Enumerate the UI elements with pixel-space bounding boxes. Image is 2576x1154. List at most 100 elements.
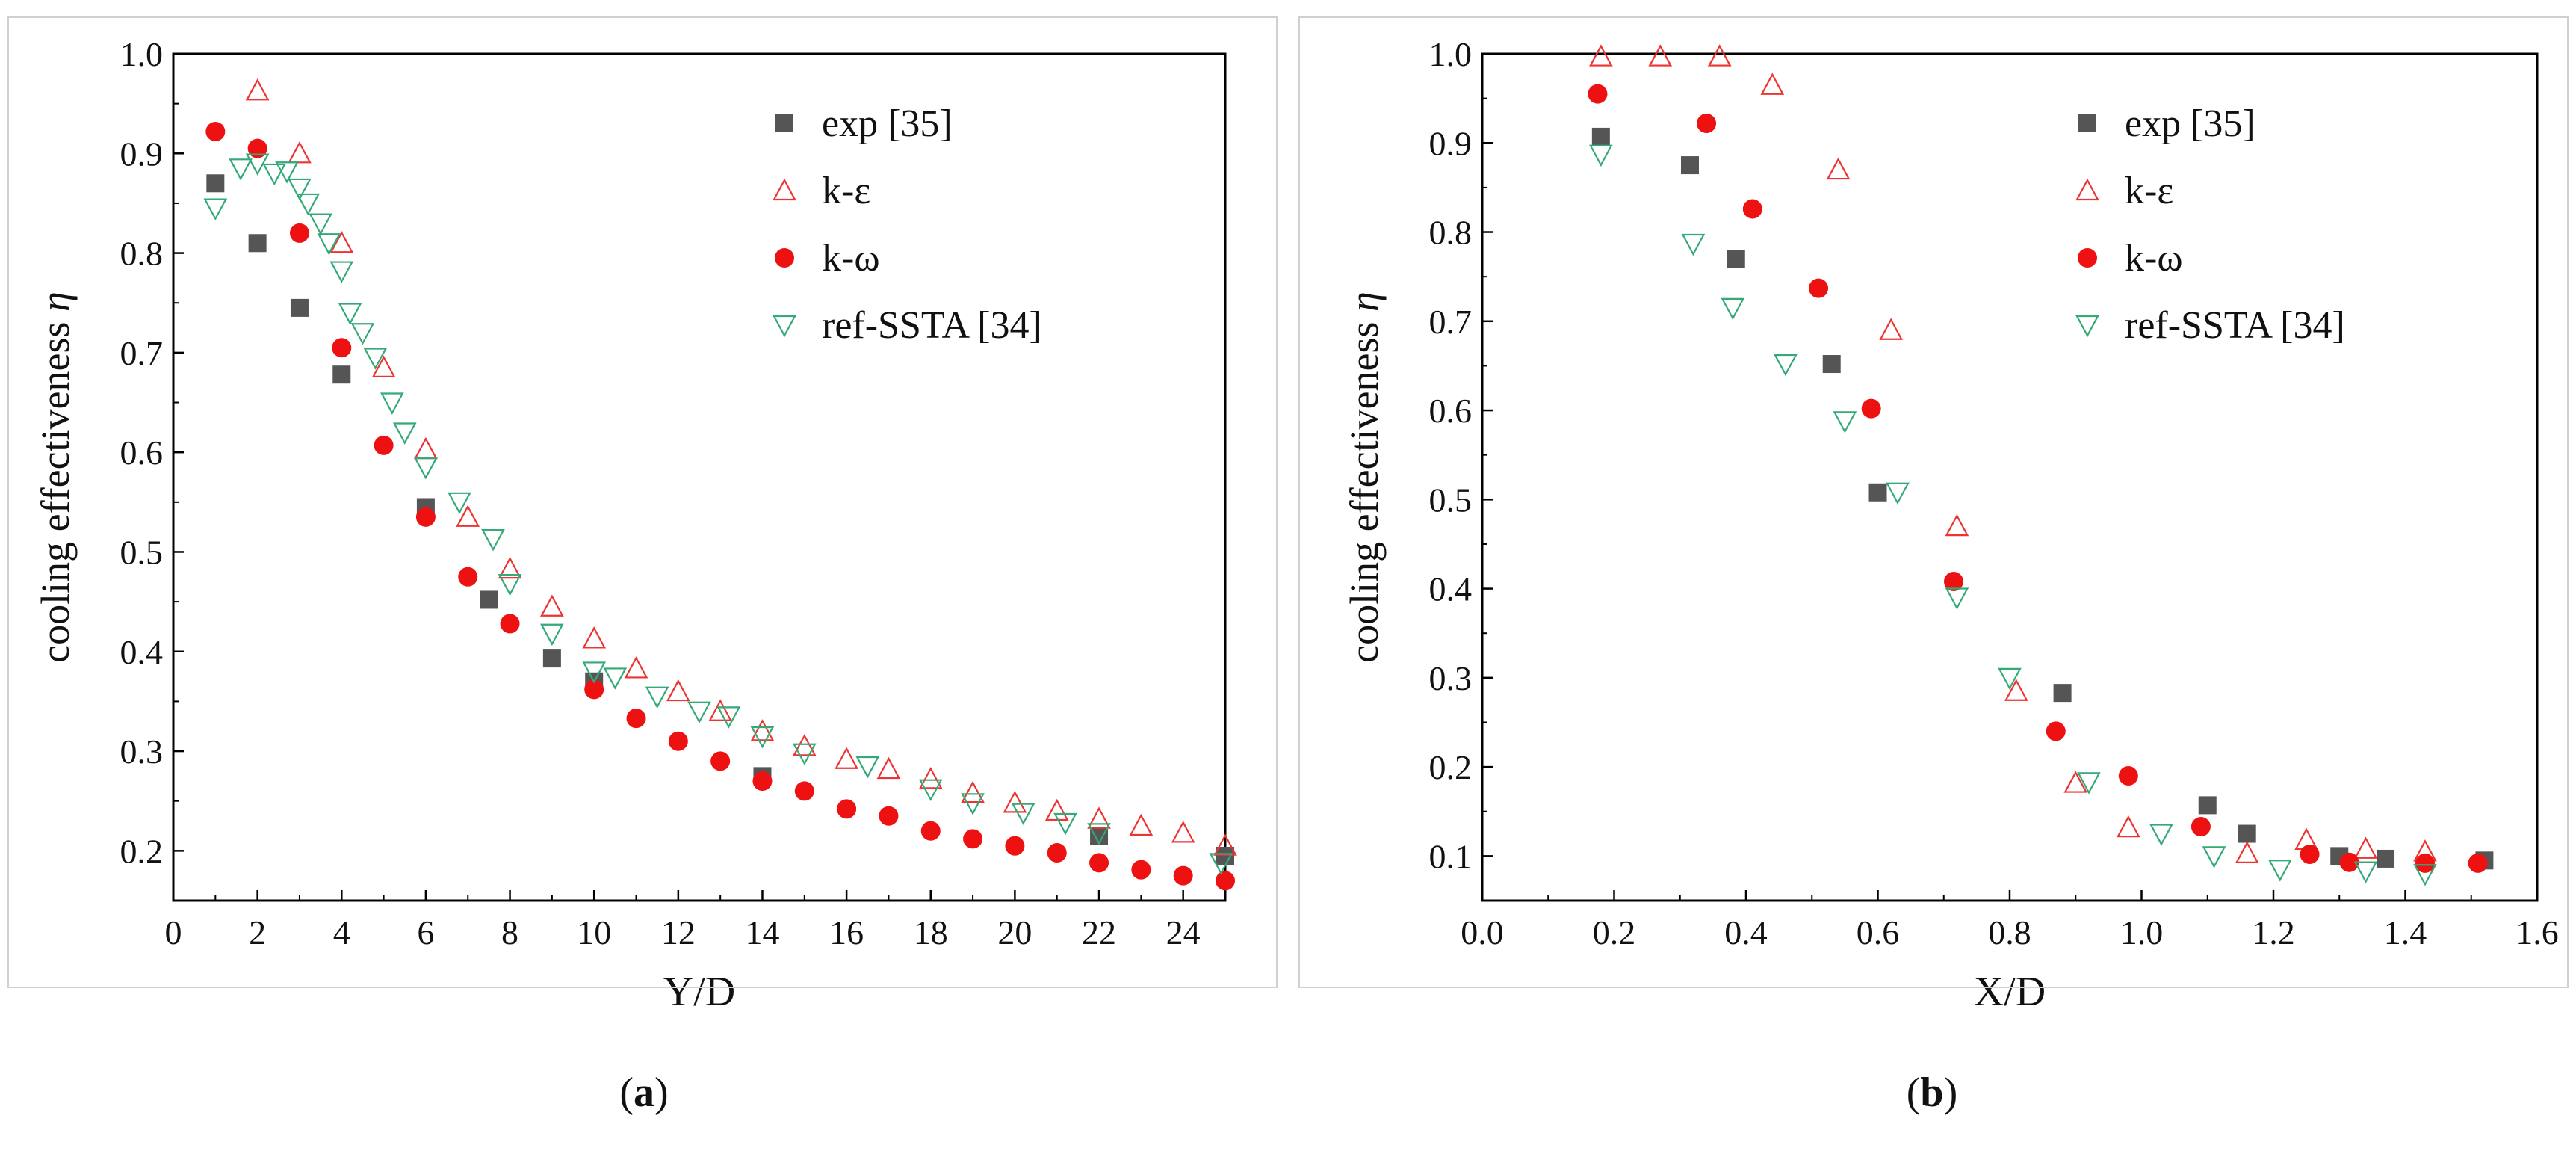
data-point	[2235, 841, 2259, 863]
data-point	[792, 734, 817, 756]
x-tick-label: 0.0	[1461, 913, 1504, 951]
data-point	[480, 590, 498, 609]
data-point	[1945, 513, 1969, 537]
data-point	[1011, 803, 1035, 826]
x-tick-label: 1.0	[2120, 913, 2164, 951]
data-point	[918, 767, 943, 789]
data-point	[2202, 846, 2226, 868]
data-point	[1774, 354, 1798, 377]
series-3	[1589, 144, 2437, 886]
data-point	[414, 436, 438, 460]
x-tick-label: 1.2	[2252, 913, 2295, 951]
x-tick-label: 1.6	[2515, 913, 2559, 951]
data-point	[456, 505, 480, 527]
data-point	[1648, 44, 1673, 67]
data-point	[289, 223, 309, 243]
data-point	[837, 799, 857, 819]
series-2	[205, 121, 1235, 891]
data-point	[1591, 127, 1610, 146]
data-point	[666, 679, 690, 702]
data-point	[206, 174, 225, 193]
data-point	[1727, 250, 1745, 268]
panel-label: b	[1920, 1070, 1944, 1116]
data-point	[498, 556, 522, 579]
chart-svg-a: 0 2 4 6 8 10 12 14 16 18 20 22 240.20.30.40.50.60.70…	[33, 35, 1237, 1015]
plot-frame	[1481, 52, 2539, 902]
legend-label: ref-SSTA [34]	[2125, 304, 2345, 347]
data-point	[248, 234, 267, 253]
data-point	[1697, 114, 1717, 134]
data-point	[1681, 233, 1706, 256]
data-point	[498, 574, 522, 596]
data-point	[920, 821, 941, 841]
data-point	[582, 626, 607, 649]
series-1	[245, 78, 1237, 856]
x-tick-label: 10	[577, 913, 611, 951]
data-point	[363, 348, 388, 370]
data-point	[1213, 833, 1237, 856]
y-tick-label: 1.0	[1429, 35, 1473, 73]
data-point	[1053, 812, 1077, 836]
legend-label: exp [35]	[2125, 102, 2255, 145]
x-tick-label: 14	[745, 913, 779, 951]
y-tick-label: 0.5	[120, 533, 164, 571]
data-point	[1003, 791, 1027, 813]
data-point	[2117, 815, 2140, 838]
data-point	[288, 141, 312, 164]
data-point	[1809, 278, 1829, 298]
data-point	[2118, 766, 2138, 786]
y-tick-label: 0.7	[120, 334, 164, 372]
data-point	[1216, 871, 1235, 891]
data-point	[1861, 398, 1881, 419]
data-point	[380, 392, 404, 415]
data-point	[2190, 817, 2211, 837]
series-0	[1591, 127, 2494, 870]
data-point	[2149, 824, 2173, 846]
data-point	[2353, 836, 2378, 859]
legend-marker	[2075, 178, 2099, 201]
data-point	[1005, 836, 1025, 856]
data-point	[603, 667, 628, 690]
data-point	[1886, 482, 1910, 505]
data-point	[1833, 411, 1857, 433]
chart-svg-b: 0.0 0.2 0.4 0.6 0.8 1.0 1.2 1.4 1.6 0.1 0.2 0.3 0.4 0…	[1342, 35, 2559, 1015]
data-point	[918, 779, 943, 802]
x-tick-label: 24	[1166, 913, 1201, 951]
y-tick-label: 0.7	[1429, 303, 1473, 341]
x-tick-label: 0.2	[1593, 913, 1636, 951]
data-point	[500, 614, 520, 634]
data-point	[876, 756, 901, 780]
data-point	[1129, 813, 1154, 836]
data-point	[626, 709, 646, 729]
data-point	[229, 158, 253, 181]
data-point	[329, 230, 354, 253]
data-point	[1822, 355, 1841, 374]
data-point	[2377, 849, 2395, 868]
data-point	[961, 793, 985, 815]
data-point	[2077, 772, 2101, 794]
x-tick-label: 0	[165, 913, 182, 951]
data-point	[2339, 852, 2359, 872]
data-point	[879, 806, 899, 826]
data-point	[1044, 798, 1069, 821]
chart-panel-a: 0 2 4 6 8 10 12 14 16 18 20 22 24 0.2 0.3 0.4 0.5 0.6 0.7 0…	[7, 16, 1278, 1116]
data-point	[855, 756, 880, 779]
legend-marker	[773, 178, 796, 201]
y-tick-label: 0.3	[1429, 659, 1473, 697]
data-point	[2004, 679, 2028, 701]
data-point	[245, 153, 270, 176]
data-point	[329, 261, 354, 283]
data-point	[2267, 860, 2292, 882]
data-point	[752, 771, 773, 792]
data-point	[2413, 864, 2437, 886]
data-point	[750, 719, 775, 741]
x-tick-label: 0.6	[1857, 913, 1900, 951]
data-point	[1868, 483, 1887, 502]
y-tick-label: 0.9	[1429, 124, 1473, 162]
data-point	[645, 686, 669, 709]
data-point	[687, 701, 711, 724]
data-point	[415, 507, 436, 527]
data-point	[2063, 771, 2088, 793]
legend-marker	[2078, 114, 2096, 132]
y-tick-label: 1.0	[120, 35, 164, 73]
